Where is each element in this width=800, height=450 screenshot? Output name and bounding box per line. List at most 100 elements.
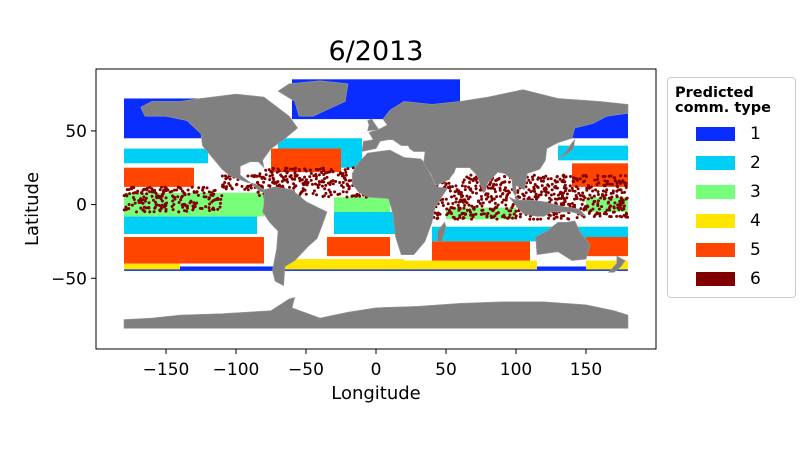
- series-6-point: [547, 216, 551, 220]
- series-6-point: [552, 213, 556, 217]
- series-6-point: [329, 193, 333, 197]
- series-6-point: [285, 166, 289, 170]
- series-6-point: [500, 200, 504, 204]
- series-4-region-0: [278, 259, 404, 270]
- series-6-point: [322, 169, 326, 173]
- series-6-point: [609, 215, 613, 219]
- landmass-australia: [535, 220, 591, 261]
- series-6-point: [280, 174, 284, 178]
- series-6-point: [453, 190, 457, 194]
- series-6-point: [485, 214, 489, 218]
- series-2-region-2: [124, 216, 257, 235]
- series-6-point: [472, 207, 476, 211]
- series-6-point: [527, 188, 531, 192]
- series-6-point: [532, 173, 536, 177]
- series-6-point: [286, 180, 290, 184]
- series-6-point: [182, 209, 186, 213]
- series-6-point: [153, 206, 157, 210]
- series-6-point: [264, 173, 268, 177]
- series-6-point: [539, 176, 543, 180]
- series-6-point: [461, 200, 465, 204]
- series-6-point: [341, 181, 345, 185]
- series-6-point: [454, 200, 458, 204]
- series-6-point: [503, 186, 507, 190]
- series-6-point: [272, 181, 276, 185]
- series-6-point: [463, 184, 467, 188]
- series-6-point: [263, 177, 267, 181]
- series-2-region-3: [334, 211, 397, 235]
- series-6-point: [613, 201, 617, 205]
- series-6-point: [334, 179, 338, 183]
- series-6-point: [471, 191, 475, 195]
- series-6-point: [579, 207, 583, 211]
- series-6-point: [289, 167, 293, 171]
- series-6-point: [479, 194, 483, 198]
- series-6-point: [347, 179, 351, 183]
- series-6-point: [457, 206, 461, 210]
- series-6-point: [159, 197, 163, 201]
- series-2-region-0: [124, 148, 208, 164]
- series-6-point: [539, 193, 543, 197]
- series-6-point: [255, 174, 259, 178]
- series-6-point: [436, 211, 440, 215]
- series-6-point: [596, 204, 600, 208]
- series-6-point: [620, 191, 624, 195]
- series-6-point: [440, 201, 444, 205]
- series-6-point: [596, 174, 600, 178]
- x-tick-label: 0: [371, 360, 382, 380]
- landmass-new-zealand: [607, 255, 626, 273]
- series-6-point: [478, 202, 482, 206]
- series-6-point: [291, 167, 295, 171]
- legend-label-6: 6: [750, 269, 761, 289]
- series-6-point: [144, 206, 148, 210]
- series-6-point: [609, 197, 613, 201]
- series-6-point: [186, 188, 190, 192]
- series-6-point: [581, 198, 585, 202]
- series-6-point: [341, 172, 345, 176]
- series-6-point: [616, 185, 620, 189]
- y-axis-ticks: −50 0 50: [51, 122, 96, 289]
- series-6-point: [308, 175, 312, 179]
- series-6-point: [612, 210, 616, 214]
- series-6-point: [605, 208, 609, 212]
- series-6-point: [179, 195, 183, 199]
- series-6-point: [624, 211, 628, 215]
- series-6-point: [524, 191, 528, 195]
- series-6-point: [317, 180, 321, 184]
- series-6-point: [559, 216, 563, 220]
- series-6-point: [504, 196, 508, 200]
- series-6-point: [576, 187, 580, 191]
- series-6-point: [598, 214, 602, 218]
- series-6-point: [613, 179, 617, 183]
- series-6-point: [151, 198, 155, 202]
- series-6-point: [137, 199, 141, 203]
- series-6-point: [172, 203, 176, 207]
- series-6-point: [139, 197, 143, 201]
- series-6-point: [486, 195, 490, 199]
- series-6-point: [475, 204, 479, 208]
- series-6-point: [564, 187, 568, 191]
- series-6-point: [597, 207, 601, 211]
- series-6-point: [179, 198, 183, 202]
- series-6-point: [586, 185, 590, 189]
- series-6-point: [223, 180, 227, 184]
- series-6-point: [572, 205, 576, 209]
- series-6-point: [561, 174, 565, 178]
- series-6-point: [213, 188, 217, 192]
- series-6-point: [494, 205, 498, 209]
- series-6-point: [181, 205, 185, 209]
- series-6-point: [618, 214, 622, 218]
- series-6-point: [581, 174, 585, 178]
- series-6-point: [568, 189, 572, 193]
- series-6-point: [309, 171, 313, 175]
- series-6-point: [583, 179, 587, 183]
- series-6-point: [591, 189, 595, 193]
- series-6-point: [486, 192, 490, 196]
- series-6-point: [300, 190, 304, 194]
- series-6-point: [504, 198, 508, 202]
- series-6-point: [207, 196, 211, 200]
- legend-label-3: 3: [750, 182, 761, 202]
- land-layer: [123, 80, 629, 329]
- series-6-point: [595, 177, 599, 181]
- series-6-point: [471, 179, 475, 183]
